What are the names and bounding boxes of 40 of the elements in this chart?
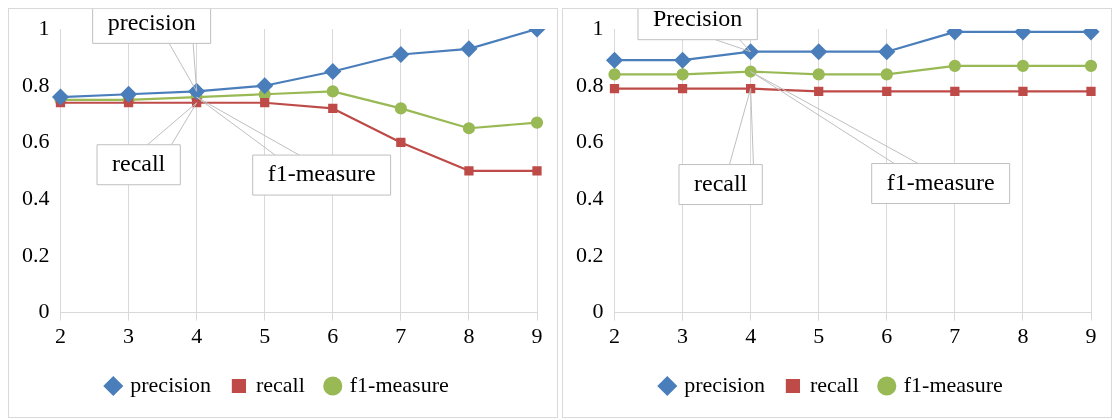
y-tick-label: 1 [592, 14, 604, 40]
x-tick-label: 7 [949, 322, 961, 348]
x-tick-label: 4 [745, 322, 757, 348]
x-tick-label: 6 [327, 322, 339, 348]
x-tick-label: 6 [881, 322, 893, 348]
legend-label: recall [255, 371, 305, 397]
x-tick-label: 2 [55, 322, 66, 348]
x-tick-label: 9 [531, 322, 543, 348]
y-tick-label: 0.8 [22, 71, 50, 97]
x-tick-label: 8 [463, 322, 475, 348]
annotation: recall [693, 169, 748, 196]
y-tick-label: 0 [592, 298, 604, 324]
annotation: Precision [652, 4, 743, 31]
y-tick-label: 0.4 [22, 184, 50, 210]
x-tick-label: 5 [813, 322, 825, 348]
x-tick-label: 3 [677, 322, 689, 348]
x-tick-label: 7 [395, 322, 407, 348]
y-tick-label: 0.2 [22, 241, 50, 267]
x-tick-label: 8 [1017, 322, 1029, 348]
x-tick-label: 4 [191, 322, 203, 348]
legend-label: precision [684, 371, 765, 397]
x-tick-label: 9 [1085, 322, 1097, 348]
x-tick-label: 2 [609, 322, 620, 348]
legend-label: recall [809, 371, 859, 397]
y-tick-label: 0.2 [576, 241, 604, 267]
x-tick-label: 3 [123, 322, 135, 348]
x-tick-label: 5 [259, 322, 271, 348]
annotation: precision [107, 8, 196, 35]
y-tick-label: 1 [38, 14, 50, 40]
legend-label: f1-measure [349, 371, 449, 397]
y-tick-label: 0.6 [22, 128, 50, 154]
annotation: f1-measure [886, 168, 995, 195]
annotation: f1-measure [267, 160, 376, 187]
legend-label: precision [130, 371, 211, 397]
y-tick-label: 0.4 [576, 184, 604, 210]
legend-label: f1-measure [903, 371, 1003, 397]
annotation: recall [111, 150, 166, 177]
y-tick-label: 0.8 [576, 71, 604, 97]
y-tick-label: 0.6 [576, 128, 604, 154]
y-tick-label: 0 [38, 298, 50, 324]
